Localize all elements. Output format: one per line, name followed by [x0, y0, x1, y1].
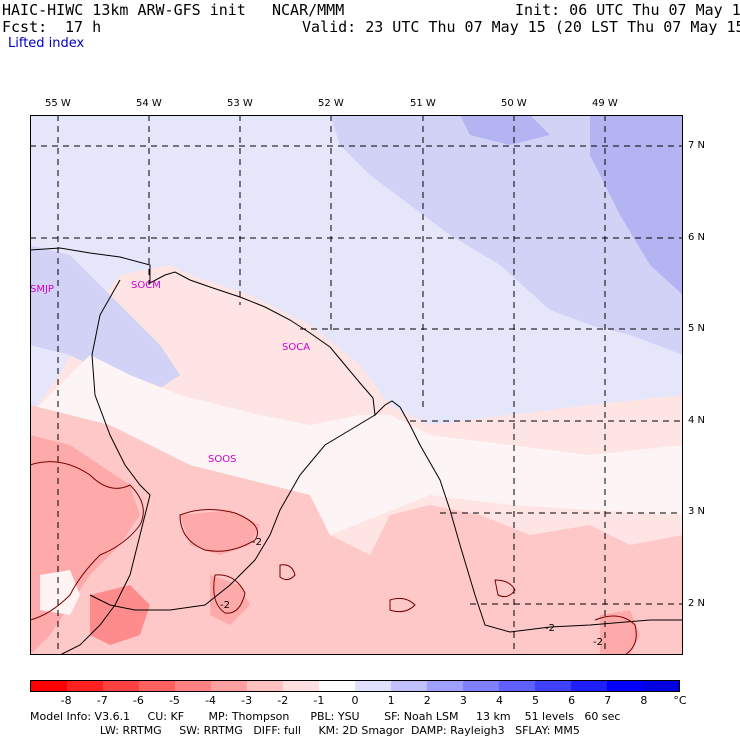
station-label: SMJP — [30, 284, 54, 295]
color-bar-swatch — [175, 681, 211, 691]
model-info-line1: Model Info: V3.6.1 CU: KF MP: Thompson P… — [30, 710, 621, 723]
color-bar-label: 4 — [495, 694, 503, 707]
valid-time: Valid: 23 UTC Thu 07 May 15 (20 LST Thu … — [302, 18, 740, 36]
color-bar-label: 2 — [423, 694, 431, 707]
color-bar-label: -4 — [205, 694, 217, 707]
lat-label: 7 N — [688, 140, 706, 151]
map-canvas: -2 -2 -2 -2 SMJP SOCM SOCA SOOS — [29, 115, 683, 656]
color-bar-swatch — [643, 681, 679, 691]
lon-label: 49 W — [592, 98, 618, 109]
lat-label: 2 N — [688, 598, 706, 609]
contour-lines — [29, 461, 637, 656]
lon-label: 51 W — [410, 98, 436, 109]
unstable-region-light — [30, 405, 683, 655]
color-bar-label: 1 — [387, 694, 395, 707]
color-bar-swatch — [535, 681, 571, 691]
color-bar-label: -7 — [96, 694, 108, 707]
color-bar-label: 7 — [604, 694, 612, 707]
stable-region-medium — [330, 115, 683, 355]
fcst-value: 17 h — [65, 18, 102, 36]
stable-region-medium-west — [30, 245, 180, 395]
stable-region-strong-2 — [460, 115, 550, 145]
color-bar-label: -8 — [60, 694, 72, 707]
coastline — [29, 247, 683, 656]
unstable-region-medium-3 — [210, 575, 250, 625]
color-bar-swatch — [427, 681, 463, 691]
stable-region-strong — [590, 115, 683, 295]
color-bar-swatch — [139, 681, 175, 691]
color-bar-swatch — [463, 681, 499, 691]
unstable-region-strong — [90, 585, 150, 645]
lon-label: 53 W — [227, 98, 253, 109]
neutral-pocket — [40, 570, 80, 615]
color-bar-label: -3 — [241, 694, 253, 707]
fcst-label: Fcst: — [2, 18, 48, 36]
lon-label: 50 W — [501, 98, 527, 109]
model-info-line2: LW: RRTMG SW: RRTMG DIFF: full KM: 2D Sm… — [30, 724, 580, 737]
color-bar-swatch — [211, 681, 247, 691]
color-bar-unit: °C — [673, 694, 687, 707]
color-bar-label: -1 — [313, 694, 325, 707]
color-bar-swatch — [247, 681, 283, 691]
color-bar-swatch — [283, 681, 319, 691]
init-time: Init: 06 UTC Thu 07 May 15 — [515, 1, 740, 19]
color-bar-swatch — [571, 681, 607, 691]
lat-label: 3 N — [688, 506, 706, 517]
color-bar-swatch — [607, 681, 643, 691]
color-bar-label: 8 — [640, 694, 648, 707]
color-bar-swatch — [319, 681, 355, 691]
lifted-index-map: -2 -2 -2 -2 SMJP SOCM SOCA SOOS — [29, 115, 683, 656]
color-bar-label: -2 — [277, 694, 289, 707]
lon-label: 55 W — [45, 98, 71, 109]
contour-label: -2 — [220, 600, 230, 611]
neutral-band — [30, 355, 683, 535]
color-bar-swatch — [31, 681, 67, 691]
color-bar-swatch — [355, 681, 391, 691]
lat-label: 5 N — [688, 323, 706, 334]
color-bar-swatch — [67, 681, 103, 691]
contour-label: -2 — [545, 623, 555, 634]
org-label: NCAR/MMM — [272, 1, 345, 19]
color-bar-swatch — [103, 681, 139, 691]
color-bar-label: -5 — [168, 694, 180, 707]
color-bar-label: 0 — [351, 694, 359, 707]
lon-label: 54 W — [136, 98, 162, 109]
field-name: Lifted index — [8, 36, 85, 51]
color-bar — [30, 680, 680, 692]
model-title: HAIC-HIWC 13km ARW-GFS init — [2, 1, 246, 19]
station-label: SOCA — [282, 342, 310, 353]
color-bar-swatch — [391, 681, 427, 691]
lon-label: 52 W — [318, 98, 344, 109]
graticule — [30, 115, 683, 655]
station-label: SOCM — [131, 280, 161, 291]
map-frame — [30, 115, 683, 655]
unstable-region-medium-2 — [180, 510, 260, 555]
color-bar-label: 6 — [568, 694, 576, 707]
lat-label: 4 N — [688, 415, 706, 426]
station-label: SOOS — [208, 454, 236, 465]
color-bar-label: 3 — [459, 694, 467, 707]
contour-label: -2 — [593, 637, 603, 648]
color-bar-swatch — [499, 681, 535, 691]
lat-label: 6 N — [688, 232, 706, 243]
color-bar-label: 5 — [532, 694, 540, 707]
color-bar-label: -6 — [132, 694, 144, 707]
contour-label: -2 — [252, 537, 262, 548]
